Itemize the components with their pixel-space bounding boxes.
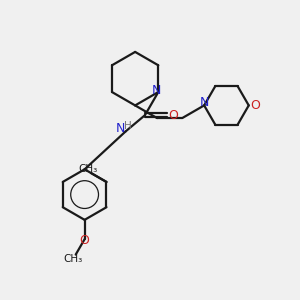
Text: H: H — [124, 121, 132, 130]
Text: CH₃: CH₃ — [78, 164, 98, 174]
Text: O: O — [80, 234, 89, 247]
Text: N: N — [152, 84, 161, 97]
Text: O: O — [250, 99, 260, 112]
Text: N: N — [200, 96, 209, 109]
Text: N: N — [116, 122, 125, 135]
Text: O: O — [168, 109, 178, 122]
Text: CH₃: CH₃ — [63, 254, 82, 264]
